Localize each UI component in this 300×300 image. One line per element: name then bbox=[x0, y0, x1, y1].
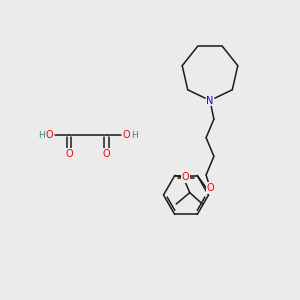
Text: H: H bbox=[38, 130, 44, 140]
Text: O: O bbox=[122, 130, 130, 140]
Text: O: O bbox=[65, 148, 73, 159]
Text: O: O bbox=[46, 130, 53, 140]
Text: O: O bbox=[103, 148, 110, 159]
Text: H: H bbox=[131, 130, 138, 140]
Text: O: O bbox=[182, 172, 189, 182]
Text: O: O bbox=[206, 183, 214, 193]
Text: N: N bbox=[206, 95, 214, 106]
